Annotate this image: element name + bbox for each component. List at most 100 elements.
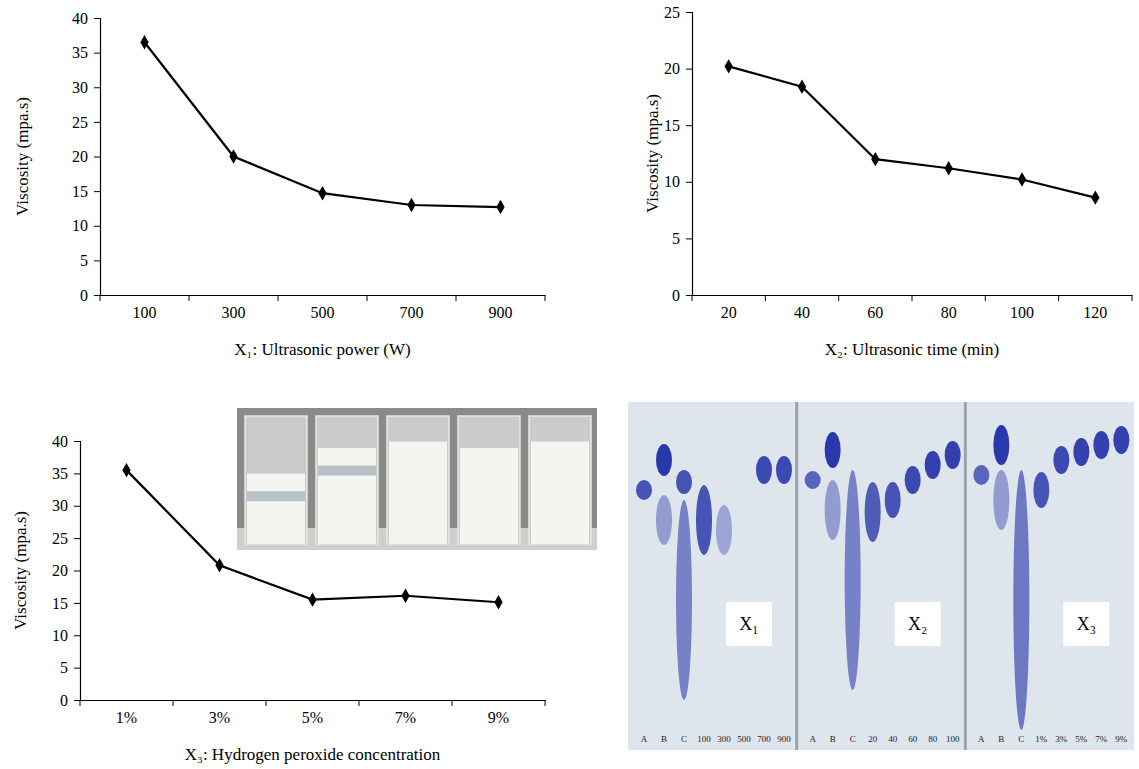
gel-lane-label: C bbox=[850, 734, 856, 744]
x-tick: 500 bbox=[311, 295, 335, 321]
x-tick: 100 bbox=[1010, 295, 1034, 321]
gel-lane-label: A bbox=[641, 734, 648, 744]
x-axis-line bbox=[81, 700, 546, 701]
y-tick: 5 bbox=[672, 230, 692, 247]
y-tick-label: 5 bbox=[60, 659, 68, 676]
figure: 0510152025303540100300500700900X₁: Ultra… bbox=[0, 0, 1139, 769]
y-tick-mark bbox=[74, 571, 80, 572]
photo-background bbox=[237, 408, 597, 550]
x-boundary-ticks bbox=[692, 295, 1132, 301]
y-tick: 15 bbox=[52, 594, 80, 611]
gel-lane-label: B bbox=[830, 734, 836, 744]
data-point bbox=[945, 161, 953, 175]
gel-band bbox=[1053, 446, 1069, 474]
y-tick-mark bbox=[74, 473, 80, 474]
gel-background bbox=[628, 402, 1134, 750]
y-tick: 10 bbox=[664, 173, 692, 190]
gel-band bbox=[993, 425, 1009, 465]
x-tick: 80 bbox=[941, 295, 957, 321]
y-tick-mark bbox=[686, 295, 692, 296]
beaker-content bbox=[318, 448, 376, 544]
y-tick-label: 5 bbox=[672, 230, 680, 247]
gel-band bbox=[993, 470, 1009, 530]
x-tick-label: 120 bbox=[1083, 304, 1107, 321]
gel-lane-label: 900 bbox=[777, 734, 791, 744]
x-tick: 5% bbox=[302, 700, 323, 726]
gel-panel: X₃ABC1%3%5%7%9% bbox=[965, 402, 1129, 750]
x-boundary-tick bbox=[173, 700, 174, 706]
y-tick-mark bbox=[94, 53, 100, 54]
x-axis-title: X₃: Hydrogen peroxide concentration bbox=[185, 745, 441, 764]
gel-band bbox=[973, 465, 989, 485]
gel-band bbox=[716, 505, 732, 555]
x-tick: 7% bbox=[395, 700, 416, 726]
gel-band bbox=[656, 495, 672, 545]
x-boundary-tick bbox=[367, 295, 368, 301]
y-tick-mark bbox=[94, 295, 100, 296]
plot-marks bbox=[725, 59, 1100, 205]
gel-lane-label: 300 bbox=[717, 734, 731, 744]
y-tick: 25 bbox=[52, 530, 80, 547]
gel-lane-label: 500 bbox=[737, 734, 751, 744]
gel-panel-label: X₂ bbox=[908, 614, 927, 634]
y-tick-mark bbox=[94, 226, 100, 227]
x-axis: 1%3%5%7%9% bbox=[81, 700, 546, 726]
y-tick: 25 bbox=[664, 4, 692, 21]
gel-lane-label: B bbox=[998, 734, 1004, 744]
x-tick: 20 bbox=[721, 295, 737, 321]
x-tick-label: 40 bbox=[794, 304, 810, 321]
data-point bbox=[308, 592, 316, 606]
x-boundary-tick bbox=[838, 295, 839, 301]
y-tick-label: 0 bbox=[80, 287, 88, 304]
gel-panel: X₁ABC100300500700900 bbox=[636, 444, 792, 744]
y-tick: 30 bbox=[72, 79, 100, 96]
x-boundary-tick bbox=[80, 700, 81, 706]
gel-band bbox=[865, 482, 881, 542]
y-tick: 15 bbox=[72, 183, 100, 200]
gel-lane-label: 5% bbox=[1075, 734, 1088, 744]
x-boundary-tick bbox=[266, 700, 267, 706]
y-tick: 0 bbox=[80, 287, 100, 304]
gel-band bbox=[885, 482, 901, 518]
y-tick-label: 40 bbox=[52, 433, 68, 450]
gel-band bbox=[825, 480, 841, 540]
y-tick: 10 bbox=[52, 627, 80, 644]
beaker-content bbox=[460, 448, 518, 544]
y-tick: 0 bbox=[60, 692, 80, 709]
x-axis-line bbox=[101, 295, 546, 296]
y-tick-label: 15 bbox=[72, 183, 88, 200]
y-tick: 5 bbox=[80, 252, 100, 269]
x-tick: 9% bbox=[488, 700, 509, 726]
x-tick-label: 100 bbox=[1010, 304, 1034, 321]
gel-band bbox=[1073, 438, 1089, 466]
y-tick-mark bbox=[74, 603, 80, 604]
x-boundary-tick bbox=[545, 700, 546, 706]
data-point bbox=[494, 595, 502, 609]
plot-marks bbox=[140, 35, 504, 214]
y-axis-title: Viscosity (mpa.s) bbox=[13, 97, 32, 216]
y-tick-label: 35 bbox=[52, 465, 68, 482]
data-point bbox=[122, 463, 130, 477]
y-tick-label: 25 bbox=[72, 113, 88, 130]
data-point bbox=[318, 186, 326, 200]
y-tick-label: 0 bbox=[60, 692, 68, 709]
y-tick-mark bbox=[94, 18, 100, 19]
y-axis-title: Viscosity (mpa.s) bbox=[643, 94, 662, 213]
y-tick-mark bbox=[74, 506, 80, 507]
x-tick-label: 100 bbox=[133, 304, 157, 321]
x-tick-label: 900 bbox=[489, 304, 513, 321]
x-tick-label: 80 bbox=[941, 304, 957, 321]
y-tick: 15 bbox=[664, 117, 692, 134]
x-boundary-tick bbox=[692, 295, 693, 301]
gel-lane-label: 80 bbox=[928, 734, 938, 744]
y-axis: 0510152025303540 bbox=[52, 433, 81, 709]
gel-band bbox=[776, 456, 792, 484]
y-tick-mark bbox=[74, 635, 80, 636]
x-boundary-tick bbox=[765, 295, 766, 301]
beaker-content bbox=[531, 442, 589, 544]
gel-band bbox=[696, 485, 712, 555]
gel-lane-label: B bbox=[661, 734, 667, 744]
y-tick-mark bbox=[686, 125, 692, 126]
gel-lane-label: 700 bbox=[757, 734, 771, 744]
gel-band bbox=[825, 432, 841, 468]
